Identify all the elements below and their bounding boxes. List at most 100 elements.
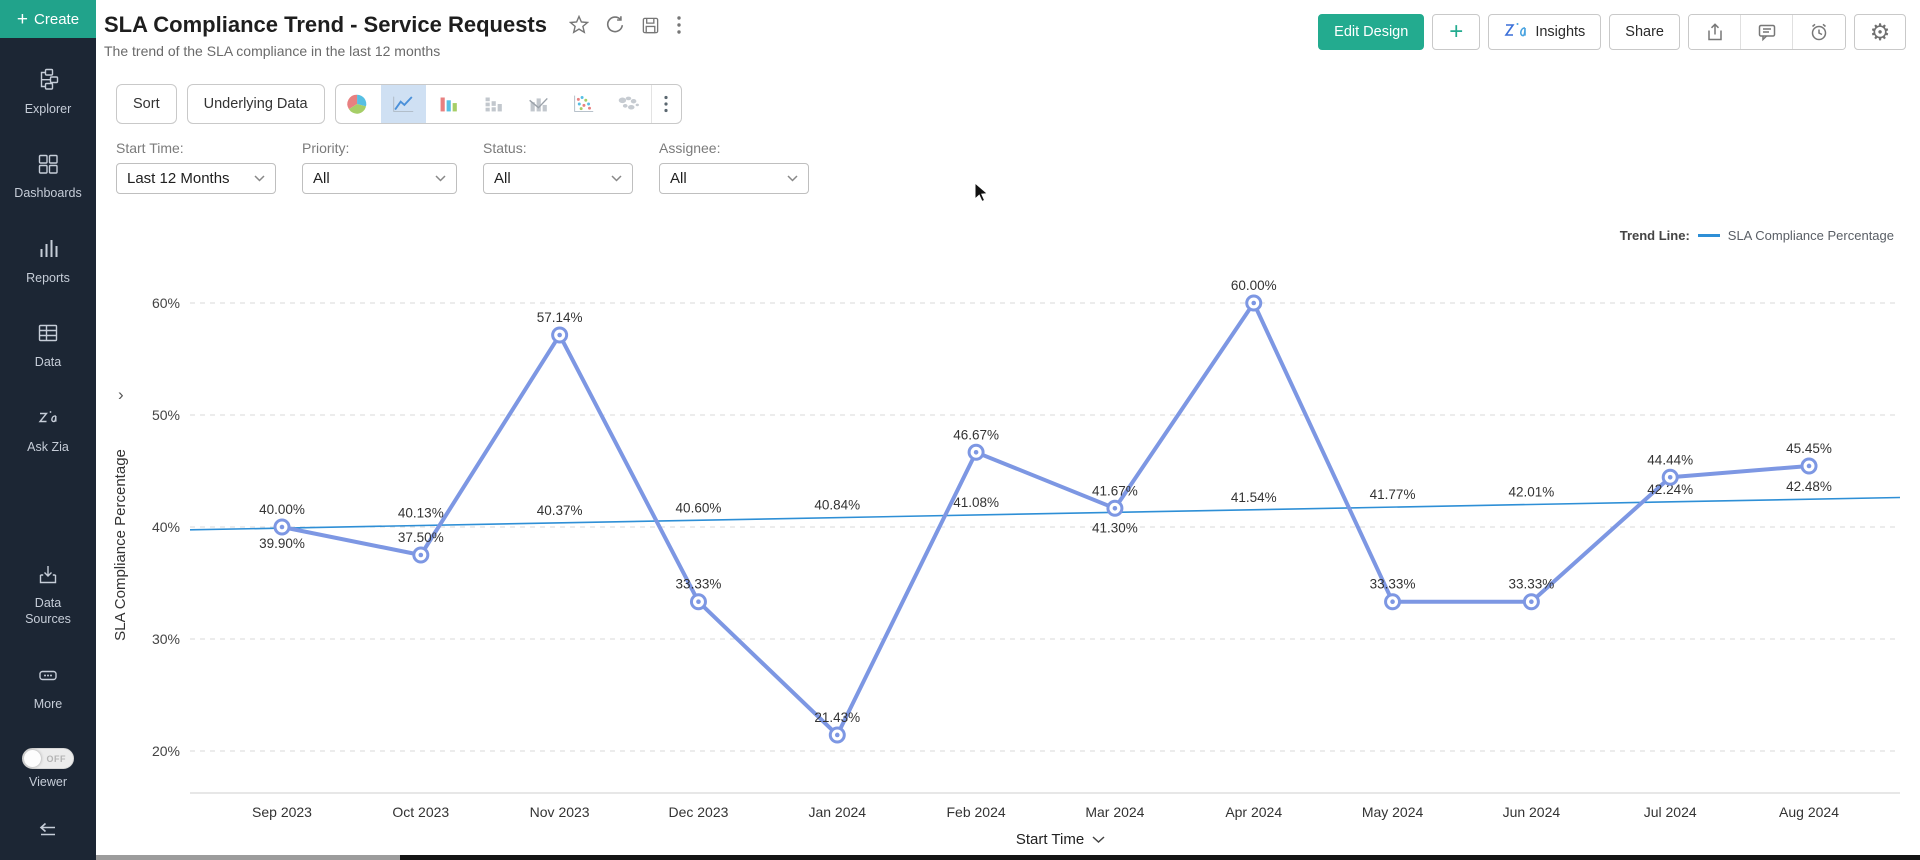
sidebar-item-data-sources[interactable]: Data Sources (13, 563, 83, 628)
x-tick-label: Dec 2023 (668, 804, 728, 820)
data-point-label: 37.50% (398, 530, 444, 545)
x-tick-label: Sep 2023 (252, 804, 312, 820)
save-icon[interactable] (641, 16, 660, 35)
scatter-chart-icon[interactable] (561, 85, 606, 123)
bar-chart-icon[interactable] (426, 85, 471, 123)
x-axis-title-chevron-icon[interactable] (1092, 836, 1105, 844)
kebab-menu-icon[interactable] (676, 15, 682, 35)
zia-icon (37, 406, 59, 432)
data-point-center (1390, 599, 1395, 605)
data-point-center (418, 552, 424, 558)
trend-line[interactable] (189, 496, 1901, 531)
trend-point-label: 41.54% (1231, 490, 1277, 505)
data-point-label: 21.43% (814, 710, 860, 725)
sidebar-item-label: Reports (26, 270, 70, 285)
trend-point-label: 40.84% (814, 498, 860, 513)
data-point-center (1112, 505, 1118, 511)
sidebar-item-more[interactable]: More (34, 664, 62, 713)
stacked-bar-chart-icon[interactable] (471, 85, 516, 123)
add-button[interactable]: + (1432, 14, 1481, 50)
x-tick-label: May 2024 (1362, 804, 1424, 820)
filters-bar: Start Time: Last 12 Months Priority: All… (116, 140, 809, 194)
sidebar-item-label: Data Sources (25, 596, 71, 627)
data-point-label: 33.33% (1508, 577, 1554, 592)
x-tick-label: Aug 2024 (1779, 804, 1839, 820)
status-select[interactable]: All (483, 163, 633, 194)
data-point-center (1667, 474, 1673, 480)
map-chart-icon[interactable] (606, 85, 651, 123)
filter-label: Status: (483, 140, 527, 156)
x-tick-label: Mar 2024 (1085, 804, 1144, 820)
title-row: SLA Compliance Trend - Service Requests (104, 12, 682, 38)
filter-assignee: Assignee: All (659, 140, 809, 194)
start-time-select[interactable]: Last 12 Months (116, 163, 276, 194)
trend-point-label: 39.90% (259, 536, 305, 551)
edit-design-button[interactable]: Edit Design (1318, 14, 1425, 50)
legend-series-name[interactable]: SLA Compliance Percentage (1727, 228, 1894, 243)
assignee-select[interactable]: All (659, 163, 809, 194)
x-axis-title[interactable]: Start Time (1016, 831, 1084, 848)
filter-start-time: Start Time: Last 12 Months (116, 140, 276, 194)
chevron-down-icon (611, 175, 622, 182)
underlying-data-button[interactable]: Underlying Data (186, 84, 325, 124)
trend-point-label: 41.30% (1092, 520, 1138, 535)
data-sources-icon (37, 563, 59, 589)
comments-button[interactable] (1741, 15, 1793, 49)
sidebar-nav: Explorer Dashboards Reports Data (0, 38, 96, 860)
x-tick-label: Jan 2024 (808, 804, 866, 820)
chevron-down-icon (435, 175, 446, 182)
dashboards-icon (37, 153, 59, 179)
line-chart-icon[interactable] (380, 85, 426, 123)
sidebar-item-explorer[interactable]: Explorer (25, 68, 71, 117)
explorer-icon (37, 68, 59, 94)
insights-button[interactable]: Insights (1488, 14, 1602, 50)
data-point-label: 40.00% (259, 502, 305, 517)
sidebar-item-dashboards[interactable]: Dashboards (14, 153, 82, 202)
sort-button[interactable]: Sort (116, 84, 177, 124)
refresh-icon[interactable] (605, 15, 625, 35)
y-axis-title[interactable]: SLA Compliance Percentage (112, 449, 129, 641)
data-point-center (1251, 300, 1257, 306)
sla-series-line[interactable] (280, 301, 1812, 737)
priority-select[interactable]: All (302, 163, 457, 194)
more-chart-types-button[interactable] (650, 85, 681, 123)
export-button[interactable] (1689, 15, 1741, 49)
data-point-center (834, 732, 840, 738)
bottom-scrollbar-track[interactable] (96, 855, 400, 860)
trend-point-label: 41.08% (953, 495, 999, 510)
gear-icon: ⚙ (1869, 18, 1891, 45)
alerts-button[interactable] (1793, 15, 1845, 49)
viewer-toggle[interactable]: OFF (22, 748, 74, 769)
data-point-label: 46.67% (953, 427, 999, 442)
data-point-label: 57.14% (537, 310, 583, 325)
collapse-sidebar-button[interactable] (36, 819, 60, 846)
trend-point-label: 42.01% (1508, 484, 1554, 499)
filter-label: Assignee: (659, 140, 721, 156)
y-tick-label: 60% (152, 295, 180, 311)
sidebar-item-ask-zia[interactable]: Ask Zia (27, 406, 69, 455)
filter-label: Start Time: (116, 140, 184, 156)
header-icon-group (1688, 14, 1846, 50)
settings-button[interactable]: ⚙ (1854, 14, 1906, 50)
trend-point-label: 40.37% (537, 503, 583, 518)
sidebar-item-reports[interactable]: Reports (26, 237, 70, 286)
trend-point-label: 42.48% (1786, 479, 1832, 494)
sidebar-item-data[interactable]: Data (35, 322, 61, 371)
combo-chart-icon[interactable] (516, 85, 561, 123)
x-tick-label: Apr 2024 (1225, 804, 1282, 820)
trend-point-label: 40.13% (398, 506, 444, 521)
x-tick-label: Jun 2024 (1503, 804, 1561, 820)
toggle-state-label: OFF (46, 753, 66, 764)
y-axis-expand-icon[interactable]: › (118, 385, 124, 404)
favorite-star-icon[interactable] (569, 15, 589, 35)
share-button[interactable]: Share (1609, 14, 1680, 50)
collapse-arrow-icon (36, 822, 60, 845)
select-value: All (494, 170, 511, 187)
pie-chart-icon[interactable] (336, 85, 381, 123)
x-tick-label: Jul 2024 (1644, 804, 1697, 820)
legend-title: Trend Line: (1619, 228, 1690, 243)
create-button[interactable]: + Create (0, 0, 96, 39)
title-icons (569, 15, 682, 35)
page-title: SLA Compliance Trend - Service Requests (104, 12, 547, 37)
